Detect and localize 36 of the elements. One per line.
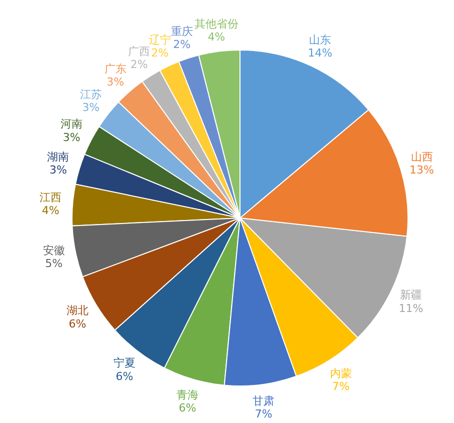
data-label: 6% [116, 370, 134, 383]
data-label: 3% [82, 101, 100, 114]
slice-label: 宁夏 [114, 356, 136, 370]
data-label: 2% [130, 58, 148, 72]
data-label: 6% [178, 402, 196, 415]
slice-label: 江西 [40, 191, 62, 204]
slice-label: 山东 [309, 34, 332, 47]
slice-label: 河南 [60, 118, 83, 131]
data-label: 6% [68, 317, 86, 330]
slice-label: 青海 [176, 388, 199, 402]
data-label: 2% [173, 38, 191, 52]
slice-label: 内蒙 [330, 366, 352, 380]
slice-label: 湖南 [47, 150, 70, 164]
slice-label: 湖北 [66, 304, 88, 318]
slice-label: 辽宁 [148, 34, 171, 47]
slice-label: 广西 [128, 44, 150, 58]
data-label: 7% [332, 380, 350, 393]
data-label: 11% [398, 302, 424, 315]
slice-label: 甘肃 [252, 394, 275, 408]
data-label: 4% [208, 30, 226, 44]
slice-label: 广东 [104, 62, 126, 76]
slice-label: 安徽 [42, 244, 65, 257]
data-label: 7% [254, 408, 272, 421]
slice-label: 山西 [410, 150, 433, 164]
slice-label: 重庆 [170, 24, 193, 38]
data-label: 2% [151, 46, 169, 60]
slice-label: 江苏 [80, 88, 102, 101]
data-label: 3% [106, 76, 124, 89]
slice-label: 其他省份 [194, 17, 238, 30]
data-label: 3% [62, 130, 80, 144]
data-label: 3% [50, 164, 67, 177]
data-label: 4% [42, 204, 60, 218]
data-label: 5% [45, 257, 63, 270]
data-label: 14% [308, 46, 332, 60]
data-label: 13% [410, 164, 434, 177]
slice-label: 新疆 [400, 288, 422, 302]
